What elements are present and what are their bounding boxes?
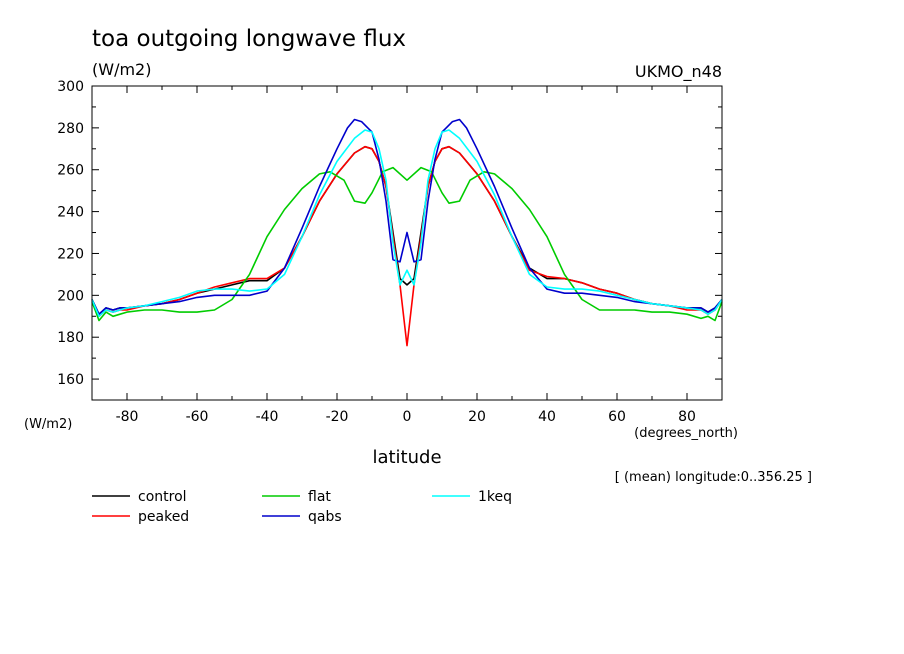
- legend-label-1keq: 1keq: [478, 489, 512, 505]
- x-tick-label: -80: [116, 409, 139, 425]
- x-tick-label: -20: [326, 409, 349, 425]
- y-tick-label: 300: [57, 79, 84, 95]
- legend-label-qabs: qabs: [308, 509, 342, 525]
- legend: control peaked flat qabs 1keq: [92, 489, 512, 525]
- y-tick-label: 200: [57, 288, 84, 304]
- x-tick-label: 0: [403, 409, 412, 425]
- plot-frame: [91, 85, 723, 401]
- units-label: (W/m2): [92, 60, 151, 79]
- x-tick-label: -60: [186, 409, 209, 425]
- chart-title: toa outgoing longwave flux: [92, 26, 406, 52]
- legend-label-peaked: peaked: [138, 509, 189, 525]
- x-tick-label: -40: [256, 409, 279, 425]
- x-tick-label: 40: [538, 409, 556, 425]
- y-tick-label: 240: [57, 205, 84, 221]
- y-tick-label: 260: [57, 163, 84, 179]
- footnote: [ (mean) longitude:0..356.25 ]: [615, 470, 812, 485]
- legend-label-flat: flat: [308, 489, 331, 505]
- x-tick-label: 80: [678, 409, 696, 425]
- series-line-1keq: [91, 129, 723, 318]
- series-line-peaked: [91, 145, 723, 347]
- series-line-flat: [91, 166, 723, 322]
- tick-layer: -80 -60 -40 -20 0 20 40 60 80 160 180 200 220 240 260 2…: [57, 79, 723, 425]
- y-tick-label: 180: [57, 330, 84, 346]
- x-tick-label: 60: [608, 409, 626, 425]
- y-tick-label: 160: [57, 372, 84, 388]
- y-units-label: (W/m2): [24, 417, 72, 432]
- x-axis-label: latitude: [372, 447, 441, 468]
- series-line-control: [91, 145, 723, 316]
- y-tick-label: 220: [57, 246, 84, 262]
- y-tick-label: 280: [57, 121, 84, 137]
- series-line-qabs: [91, 118, 723, 316]
- model-label: UKMO_n48: [635, 62, 722, 82]
- x-tick-label: 20: [468, 409, 486, 425]
- x-units-label: (degrees_north): [634, 426, 738, 441]
- legend-label-control: control: [138, 489, 187, 505]
- series-layer: [91, 118, 723, 347]
